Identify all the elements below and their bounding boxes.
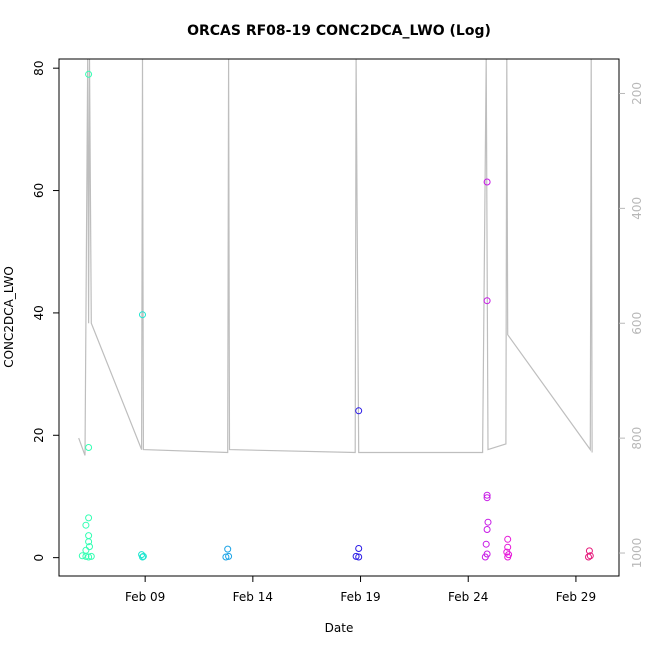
data-point [483, 494, 491, 502]
data-point [481, 553, 489, 561]
pressure-trace [78, 58, 593, 456]
data-point [483, 178, 491, 186]
x-tick-label: Feb 24 [448, 590, 488, 604]
data-points [78, 70, 594, 561]
y2-tick-label: 200 [630, 82, 644, 105]
data-point [224, 545, 232, 553]
x-tick-label: Feb 29 [556, 590, 596, 604]
x-tick-label: Feb 14 [233, 590, 273, 604]
data-point [82, 552, 90, 560]
data-point [355, 553, 363, 561]
x-tick-label: Feb 19 [340, 590, 380, 604]
plot-frame [58, 58, 620, 577]
data-point [484, 518, 492, 526]
data-point [352, 552, 360, 560]
data-point [504, 553, 512, 561]
y-tick-label: 20 [32, 428, 46, 443]
y2-tick-label: 600 [630, 312, 644, 335]
x-tick-label: Feb 09 [125, 590, 165, 604]
y2-tick-label: 400 [630, 197, 644, 220]
y2-tick-label: 800 [630, 427, 644, 450]
data-point [586, 552, 594, 560]
data-point [355, 407, 363, 415]
y-tick-label: 0 [32, 554, 46, 562]
y-tick-label: 60 [32, 183, 46, 198]
chart-title: ORCAS RF08-19 CONC2DCA_LWO (Log) [187, 23, 491, 39]
data-point [86, 543, 93, 551]
y2-tick-label: 1000 [630, 538, 644, 569]
data-point [355, 545, 363, 552]
data-point [504, 535, 512, 543]
data-point [585, 553, 592, 561]
data-point [85, 70, 93, 78]
data-point [85, 553, 93, 561]
axes: Feb 09 Feb 14 Feb 19 Feb 24 Feb 29 0 20 40 60 80 2… [32, 61, 644, 604]
data-point [87, 552, 95, 560]
data-point [139, 552, 147, 560]
data-point [85, 538, 93, 546]
data-point [85, 444, 93, 451]
data-point [483, 491, 491, 499]
y-tick-label: 80 [32, 61, 46, 76]
data-point [483, 526, 491, 533]
y-axis-label: CONC2DCA_LWO [2, 266, 16, 368]
data-point [85, 532, 93, 540]
data-point [482, 540, 490, 548]
data-point [504, 543, 512, 551]
data-point [82, 521, 90, 529]
data-point [225, 552, 233, 560]
data-point [222, 553, 230, 561]
pressure-trace-line [78, 58, 593, 456]
data-point [85, 514, 93, 522]
x-axis-label: Date [325, 621, 354, 635]
data-point [78, 552, 86, 560]
y-tick-label: 40 [32, 305, 46, 320]
data-point [82, 546, 90, 554]
data-point [483, 297, 491, 305]
data-point [139, 311, 146, 319]
